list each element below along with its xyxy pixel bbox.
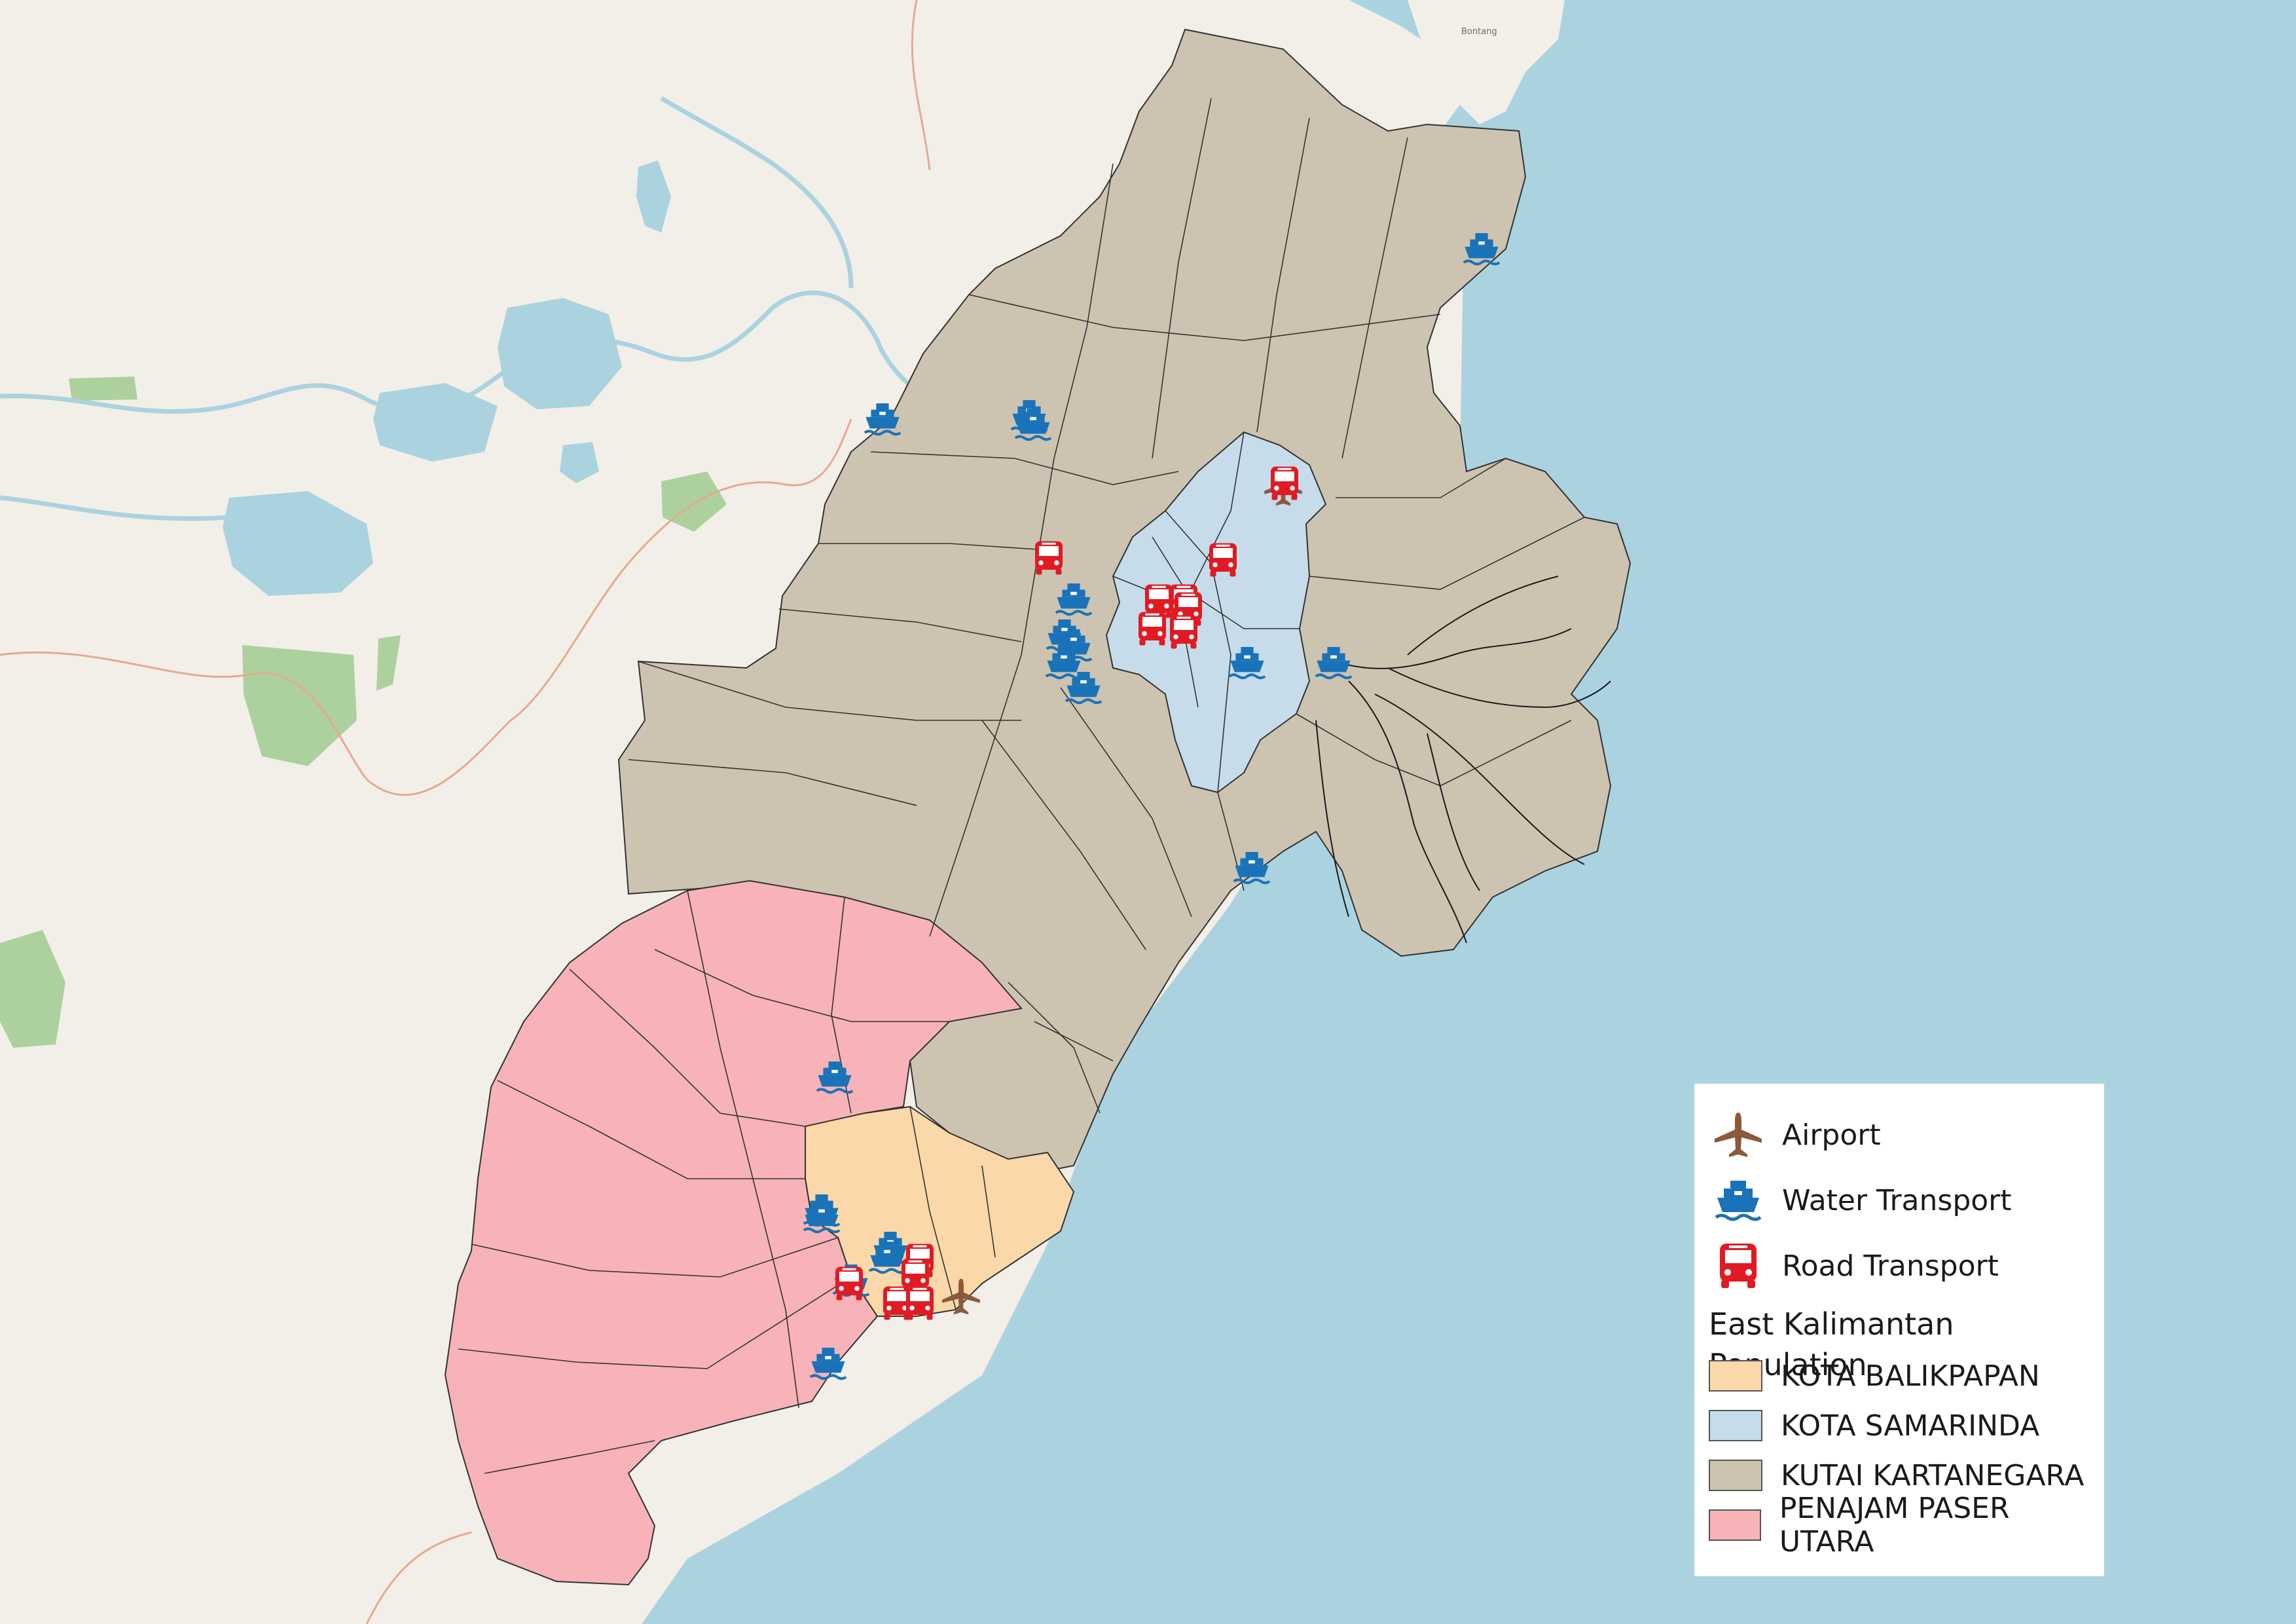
- legend-class-label: KUTAI KARTANEGARA: [1781, 1458, 2085, 1492]
- region-kota-samarinda[interactable]: [1105, 431, 1327, 794]
- forest-areas: [0, 377, 727, 1048]
- legend-class-kota-samarinda: KOTA SAMARINDA: [1709, 1401, 2104, 1450]
- road-transport-marker[interactable]: [1139, 612, 1166, 646]
- region-kota-balikpapan[interactable]: [805, 1105, 1075, 1317]
- legend-class-label: PENAJAM PASER UTARA: [1779, 1492, 2010, 1559]
- road-transport-marker[interactable]: [1170, 615, 1197, 649]
- bus-icon: [1709, 1236, 1768, 1295]
- airplane-icon: [1709, 1105, 1768, 1164]
- road-transport-marker[interactable]: [1035, 541, 1063, 575]
- map-legend: Airport Water Transport Road Transport E…: [1694, 1084, 2104, 1576]
- legend-label-water-transport: Water Transport: [1782, 1183, 2012, 1217]
- legend-class-label: KOTA BALIKPAPAN: [1781, 1359, 2040, 1393]
- road-transport-marker[interactable]: [906, 1286, 934, 1320]
- legend-label-airport: Airport: [1782, 1118, 1881, 1152]
- lakes: [223, 160, 671, 596]
- legend-label-road-transport: Road Transport: [1782, 1249, 1999, 1283]
- legend-item-water-transport: Water Transport: [1709, 1168, 2104, 1233]
- legend-title: East Kalimantan Population: [1709, 1306, 1954, 1382]
- legend-swatch: [1709, 1410, 1762, 1441]
- legend-swatch: [1709, 1360, 1762, 1392]
- mahakam-delta-channels: [1315, 576, 1611, 944]
- legend-item-airport: Airport: [1709, 1102, 2104, 1168]
- region-penajam-paser-utara[interactable]: [444, 879, 1023, 1586]
- legend-swatch: [1709, 1509, 1761, 1541]
- legend-class-kutai-kartanegara: KUTAI KARTANEGARA: [1709, 1450, 2104, 1500]
- place-label-bontang: Bontang: [1461, 27, 1497, 37]
- legend-class-penajam-paser-utara: PENAJAM PASER UTARA: [1709, 1492, 2104, 1559]
- legend-class-kota-balikpapan: KOTA BALIKPAPAN: [1709, 1351, 2104, 1401]
- land-bontang: [1408, 0, 1565, 124]
- road-transport-marker[interactable]: [1209, 543, 1237, 577]
- ship-icon: [1709, 1171, 1768, 1230]
- land-road-lines: [0, 0, 931, 1624]
- road-transport-marker[interactable]: [1271, 466, 1298, 500]
- rivers: [0, 96, 1048, 521]
- legend-item-road-transport: Road Transport: [1709, 1233, 2104, 1299]
- road-transport-marker[interactable]: [835, 1266, 863, 1301]
- legend-swatch: [1709, 1460, 1762, 1491]
- legend-class-label: KOTA SAMARINDA: [1781, 1409, 2040, 1443]
